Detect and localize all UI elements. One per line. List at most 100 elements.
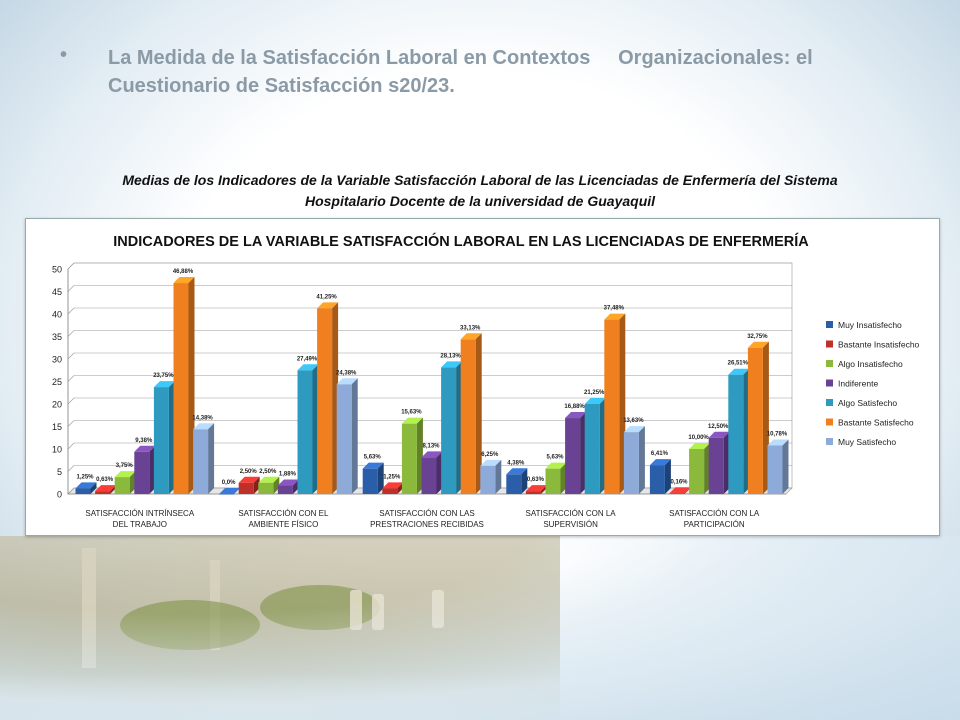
data-label: 6,41%: [651, 451, 669, 457]
bar: [258, 476, 280, 494]
data-label: 21,25%: [584, 390, 605, 396]
data-label: 1,25%: [76, 474, 94, 480]
gridline-depth: [67, 307, 75, 315]
data-label: 10,00%: [688, 435, 709, 441]
legend-swatch: [826, 360, 833, 367]
bar: [669, 487, 691, 494]
bar-front: [297, 370, 313, 494]
bar-front: [95, 491, 111, 494]
bar-front: [584, 404, 600, 494]
bar: [401, 417, 423, 494]
data-label: 23,75%: [153, 373, 174, 379]
gridline-depth: [67, 352, 75, 360]
y-tick-label: 30: [52, 355, 62, 365]
legend-swatch: [826, 438, 833, 445]
data-label: 32,75%: [747, 334, 768, 340]
bar: [173, 277, 195, 494]
legend-label: Algo Insatisfecho: [838, 359, 903, 369]
bar-side: [351, 378, 358, 494]
bar-front: [238, 482, 254, 494]
data-label: 33,13%: [460, 325, 481, 331]
data-label: 6,25%: [481, 452, 499, 458]
bar: [604, 313, 626, 494]
legend-label: Muy Insatisfecho: [838, 320, 902, 330]
bar-top: [565, 412, 587, 419]
bar: [297, 364, 319, 494]
bar-front: [134, 451, 150, 494]
bar-side: [684, 487, 691, 494]
bar-front: [153, 387, 169, 494]
bar-side: [292, 479, 299, 494]
background-fade: [0, 536, 960, 720]
bar-front: [317, 308, 333, 494]
data-label: 15,63%: [401, 410, 422, 416]
bar-side: [762, 341, 769, 494]
y-tick-label: 45: [52, 287, 62, 297]
bar-side: [495, 459, 502, 494]
data-label: 24,38%: [336, 370, 357, 376]
bar: [525, 485, 547, 494]
bar-top: [421, 451, 443, 458]
bar-front: [401, 423, 417, 494]
bar-side: [110, 485, 117, 494]
gridline-depth: [67, 285, 75, 292]
y-tick-label: 5: [57, 467, 62, 477]
chart-caption: Medias de los Indicadores de la Variable…: [40, 170, 920, 212]
bar-side: [253, 476, 260, 494]
bar-side: [129, 471, 136, 494]
bar-side: [664, 459, 671, 494]
gridline-depth: [67, 487, 75, 495]
bar: [506, 468, 528, 494]
data-label: 41,25%: [316, 294, 337, 300]
gridline-depth: [67, 465, 75, 472]
bar-front: [362, 468, 378, 494]
data-label: 2,50%: [259, 469, 277, 475]
bar-side: [475, 333, 482, 494]
bar-top: [708, 431, 730, 438]
bar-front: [193, 429, 209, 494]
bar-side: [638, 426, 645, 494]
bar-front: [441, 367, 457, 494]
bar-side: [704, 443, 711, 494]
bar: [134, 445, 156, 494]
legend-label: Bastante Insatisfecho: [838, 340, 920, 350]
data-label: 28,13%: [440, 353, 461, 359]
bar-front: [623, 432, 639, 494]
x-tick-label: SATISFACCIÓN CON LA: [669, 509, 760, 518]
bar-side: [208, 423, 215, 494]
bar: [689, 443, 711, 494]
bar-side: [599, 398, 606, 494]
bar: [153, 381, 175, 494]
bar: [623, 426, 645, 494]
caption-line-2: Hospitalario Docente de la universidad d…: [304, 193, 656, 209]
bar-side: [90, 482, 97, 494]
x-tick-label: SUPERVISIÓN: [543, 520, 598, 529]
bar: [114, 471, 136, 494]
bar-top: [336, 378, 358, 385]
bar-side: [580, 412, 587, 494]
data-label: 1,25%: [383, 474, 401, 480]
bar-front: [669, 493, 685, 494]
legend-swatch: [826, 379, 833, 387]
bar-side: [188, 277, 195, 494]
bar-top: [277, 479, 299, 486]
data-label: 10,78%: [767, 431, 788, 437]
bar-side: [540, 485, 547, 494]
data-label: 9,38%: [135, 438, 153, 444]
bullet-marker: •: [60, 44, 68, 66]
y-tick-label: 20: [52, 400, 62, 410]
bar-side: [377, 462, 384, 494]
bar-top: [317, 302, 339, 309]
bar-front: [173, 283, 189, 494]
bar-top: [297, 364, 319, 371]
x-tick-label: PRESTRACIONES RECIBIDAS: [370, 520, 484, 529]
legend-swatch: [826, 399, 833, 406]
bar: [747, 341, 769, 494]
data-label: 46,88%: [173, 269, 194, 275]
bar-top: [114, 471, 136, 478]
bar-front: [506, 474, 522, 494]
bar-front: [277, 485, 293, 494]
bar-front: [460, 339, 476, 494]
bar-top: [173, 277, 195, 284]
bar-top: [767, 439, 789, 446]
